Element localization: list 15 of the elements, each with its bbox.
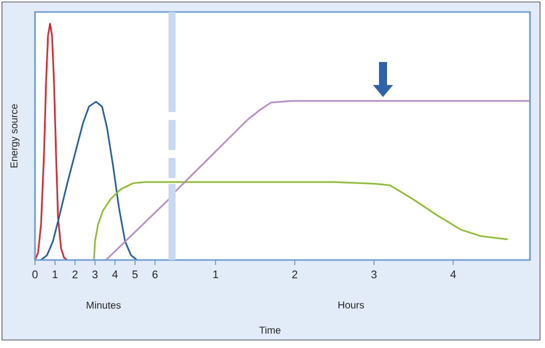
x-tick-label: 3 — [371, 270, 377, 278]
text: Time — [259, 326, 280, 334]
x-tick-label: 4 — [112, 270, 118, 278]
x-tick-label: 2 — [72, 270, 78, 278]
x-tick-label: 5 — [132, 270, 138, 278]
x-tick-label: 0 — [32, 270, 38, 278]
x-tick-label: 1 — [213, 270, 218, 278]
x-tick-label: 1 — [52, 270, 58, 278]
x-tick-label: 4 — [450, 270, 456, 278]
x-tick-label: 3 — [92, 270, 98, 278]
x-axis-title: Minutes — [86, 301, 121, 309]
x-tick-label: 2 — [292, 270, 298, 278]
x-axis-title: Hours — [338, 302, 364, 308]
y-axis-title: Energy source — [10, 104, 20, 168]
x-tick-label: 6 — [152, 270, 158, 278]
